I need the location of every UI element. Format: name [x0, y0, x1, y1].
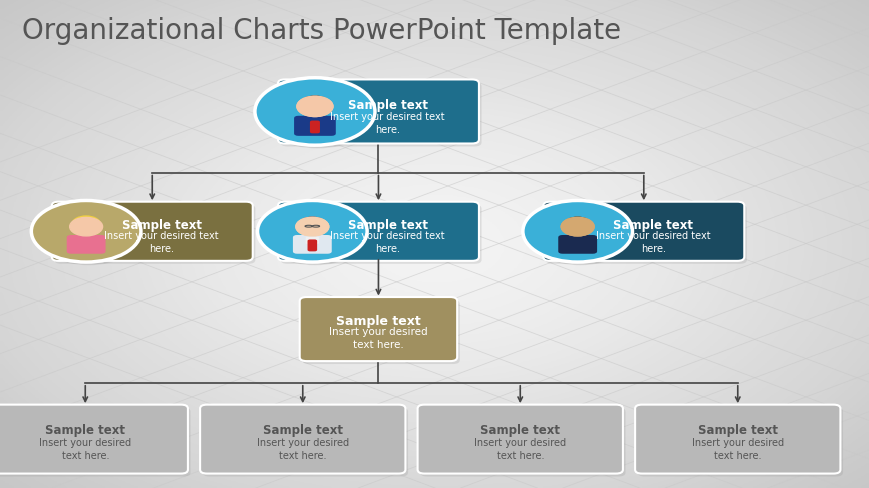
Circle shape — [72, 217, 100, 232]
Text: Sample text: Sample text — [697, 423, 777, 436]
Circle shape — [34, 203, 143, 265]
Circle shape — [564, 218, 590, 233]
FancyBboxPatch shape — [0, 405, 188, 473]
FancyBboxPatch shape — [309, 122, 320, 134]
FancyBboxPatch shape — [54, 205, 255, 264]
Text: Sample text: Sample text — [262, 423, 342, 436]
FancyBboxPatch shape — [281, 83, 481, 147]
Circle shape — [257, 81, 377, 148]
Text: Insert your desired
text here.: Insert your desired text here. — [691, 437, 783, 460]
FancyBboxPatch shape — [281, 205, 481, 264]
Text: Insert your desired text
here.: Insert your desired text here. — [595, 230, 710, 254]
Text: Insert your desired
text here.: Insert your desired text here. — [474, 437, 566, 460]
Circle shape — [71, 219, 101, 235]
Text: Sample text: Sample text — [335, 314, 421, 327]
Circle shape — [525, 203, 634, 265]
Text: Sample text: Sample text — [45, 423, 125, 436]
Circle shape — [31, 201, 141, 263]
Text: Insert your desired
text here.: Insert your desired text here. — [328, 326, 428, 349]
Circle shape — [561, 218, 594, 236]
Circle shape — [295, 218, 328, 236]
FancyBboxPatch shape — [293, 236, 331, 254]
Circle shape — [299, 218, 325, 233]
Circle shape — [296, 97, 333, 117]
Text: Insert your desired text
here.: Insert your desired text here. — [330, 112, 445, 135]
Text: Sample text: Sample text — [613, 219, 693, 232]
FancyBboxPatch shape — [417, 405, 622, 473]
FancyBboxPatch shape — [307, 240, 317, 252]
FancyBboxPatch shape — [200, 405, 405, 473]
Text: Insert your desired text
here.: Insert your desired text here. — [330, 230, 445, 254]
Circle shape — [70, 218, 103, 236]
Circle shape — [255, 79, 375, 146]
Circle shape — [561, 218, 594, 236]
Circle shape — [522, 201, 632, 263]
FancyBboxPatch shape — [305, 237, 319, 244]
Text: Sample text: Sample text — [348, 219, 428, 232]
FancyBboxPatch shape — [634, 405, 839, 473]
FancyBboxPatch shape — [542, 202, 743, 262]
FancyBboxPatch shape — [67, 236, 105, 254]
FancyBboxPatch shape — [202, 407, 408, 476]
FancyBboxPatch shape — [294, 117, 335, 137]
FancyBboxPatch shape — [52, 202, 252, 262]
Text: Insert your desired
text here.: Insert your desired text here. — [256, 437, 348, 460]
FancyBboxPatch shape — [278, 202, 478, 262]
FancyBboxPatch shape — [278, 80, 478, 144]
Text: Organizational Charts PowerPoint Template: Organizational Charts PowerPoint Templat… — [22, 17, 620, 45]
Circle shape — [296, 97, 333, 117]
FancyBboxPatch shape — [558, 236, 596, 254]
FancyBboxPatch shape — [637, 407, 842, 476]
FancyBboxPatch shape — [302, 301, 459, 364]
Text: Sample text: Sample text — [122, 219, 202, 232]
FancyBboxPatch shape — [299, 297, 457, 361]
Text: Sample text: Sample text — [348, 99, 428, 111]
Circle shape — [295, 218, 328, 236]
Text: Sample text: Sample text — [480, 423, 560, 436]
FancyBboxPatch shape — [546, 205, 746, 264]
Circle shape — [300, 97, 329, 113]
Circle shape — [260, 203, 369, 265]
FancyBboxPatch shape — [0, 407, 190, 476]
FancyBboxPatch shape — [420, 407, 625, 476]
Text: Insert your desired text
here.: Insert your desired text here. — [104, 230, 219, 254]
Circle shape — [257, 201, 367, 263]
Text: Insert your desired
text here.: Insert your desired text here. — [39, 437, 131, 460]
